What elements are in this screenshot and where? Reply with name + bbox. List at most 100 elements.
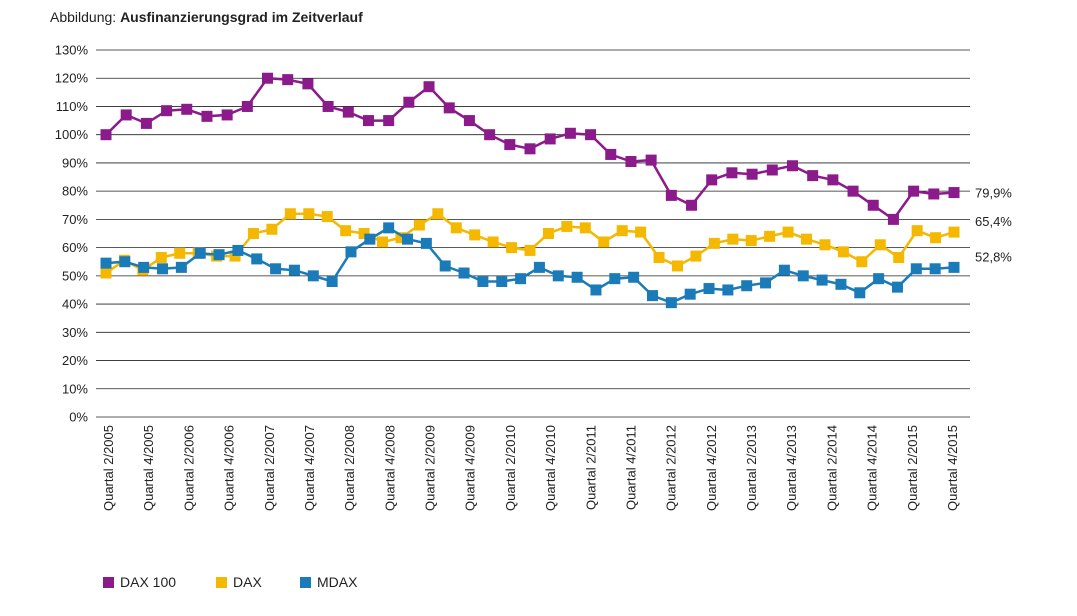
- end-label-dax-100: 79,9%: [975, 186, 1012, 201]
- data-point-dax-100: [847, 185, 859, 197]
- data-point-dax-100: [463, 115, 475, 127]
- y-tick-label: 80%: [62, 184, 88, 199]
- data-point-mdax: [910, 263, 922, 275]
- end-label-dax: 65,4%: [975, 214, 1012, 229]
- legend-marker-mdax: [300, 577, 311, 588]
- data-point-mdax: [628, 271, 640, 283]
- x-tick-label: Quartal 2/2005: [101, 425, 116, 511]
- data-point-mdax: [307, 270, 319, 282]
- y-tick-label: 100%: [55, 127, 89, 142]
- data-point-mdax: [496, 275, 508, 287]
- data-point-dax: [284, 208, 296, 220]
- data-point-dax: [174, 247, 186, 259]
- data-point-dax-100: [827, 174, 839, 186]
- legend-label-mdax: MDAX: [317, 574, 358, 590]
- x-tick-label: Quartal 2/2014: [824, 425, 839, 511]
- data-point-mdax: [477, 275, 489, 287]
- data-point-dax: [727, 233, 739, 245]
- data-point-dax-100: [746, 168, 758, 180]
- data-point-dax-100: [383, 115, 395, 127]
- data-point-dax-100: [908, 185, 920, 197]
- data-point-dax-100: [665, 189, 677, 201]
- data-point-dax-100: [120, 109, 132, 121]
- data-point-mdax: [251, 253, 263, 265]
- data-point-mdax: [816, 274, 828, 286]
- y-tick-label: 20%: [62, 353, 88, 368]
- legend-marker-dax-100: [103, 577, 114, 588]
- data-point-mdax: [364, 233, 376, 245]
- data-point-dax: [948, 226, 960, 238]
- data-point-dax-100: [362, 115, 374, 127]
- data-point-dax: [229, 250, 241, 262]
- chart-title-prefix: Abbildung:: [50, 9, 117, 25]
- data-point-dax-100: [161, 105, 173, 117]
- data-point-dax: [247, 228, 259, 239]
- x-tick-label: Quartal 2/2006: [181, 425, 196, 511]
- data-point-dax: [911, 225, 923, 237]
- data-point-dax-100: [564, 127, 576, 139]
- data-point-mdax: [722, 284, 734, 296]
- data-point-mdax: [157, 263, 169, 275]
- data-point-mdax: [194, 247, 206, 259]
- data-point-dax-100: [766, 164, 778, 176]
- data-point-dax: [856, 256, 868, 268]
- data-point-dax-100: [262, 72, 274, 84]
- data-point-mdax: [665, 297, 677, 309]
- data-point-dax-100: [241, 100, 253, 112]
- data-point-dax: [155, 251, 167, 263]
- data-point-dax: [782, 226, 794, 238]
- data-point-dax: [671, 260, 683, 272]
- data-point-mdax: [439, 260, 451, 272]
- data-point-dax: [708, 237, 720, 249]
- data-point-mdax: [948, 261, 960, 273]
- data-point-mdax: [270, 263, 282, 275]
- data-point-mdax: [590, 284, 602, 296]
- data-point-mdax: [420, 237, 432, 249]
- data-point-dax-100: [544, 133, 556, 145]
- data-point-mdax: [873, 273, 885, 285]
- data-point-mdax: [213, 249, 225, 261]
- x-tick-label: Quartal 4/2009: [463, 425, 478, 511]
- data-point-dax-100: [140, 117, 152, 129]
- data-point-dax: [377, 236, 389, 248]
- data-point-dax: [635, 226, 647, 238]
- data-point-mdax: [854, 287, 866, 299]
- data-point-dax: [321, 211, 333, 223]
- data-point-dax: [266, 223, 278, 235]
- data-point-mdax: [345, 246, 357, 258]
- data-point-dax: [100, 267, 112, 279]
- data-point-dax: [598, 236, 610, 248]
- legend-label-dax-100: DAX 100: [120, 574, 176, 590]
- data-point-dax-100: [887, 213, 899, 225]
- data-point-mdax: [383, 222, 395, 234]
- legend-label-dax: DAX: [233, 574, 262, 590]
- data-point-dax-100: [807, 170, 819, 182]
- end-label-mdax: 52,8%: [975, 249, 1012, 264]
- data-point-dax: [561, 220, 573, 232]
- data-point-mdax: [232, 244, 244, 256]
- data-point-mdax: [835, 278, 847, 290]
- y-tick-label: 110%: [56, 99, 89, 114]
- data-point-dax: [690, 250, 702, 262]
- data-point-dax-100: [181, 103, 193, 115]
- data-point-dax-100: [605, 148, 617, 160]
- data-point-dax: [303, 208, 315, 220]
- data-point-mdax: [609, 273, 621, 285]
- data-point-dax: [874, 239, 886, 251]
- data-point-dax-100: [645, 154, 657, 166]
- data-point-dax: [837, 246, 849, 258]
- data-point-dax-100: [786, 160, 798, 172]
- x-tick-label: Quartal 2/2012: [664, 425, 679, 511]
- data-point-dax: [745, 235, 757, 247]
- data-point-dax: [893, 251, 905, 263]
- data-point-mdax: [100, 257, 112, 269]
- data-point-dax: [524, 244, 536, 256]
- x-tick-label: Quartal 4/2010: [543, 425, 558, 511]
- data-point-mdax: [533, 261, 545, 273]
- x-tick-label: Quartal 4/2006: [222, 425, 237, 511]
- data-point-dax-100: [484, 129, 496, 141]
- data-point-mdax: [760, 277, 772, 289]
- data-point-mdax: [797, 270, 809, 282]
